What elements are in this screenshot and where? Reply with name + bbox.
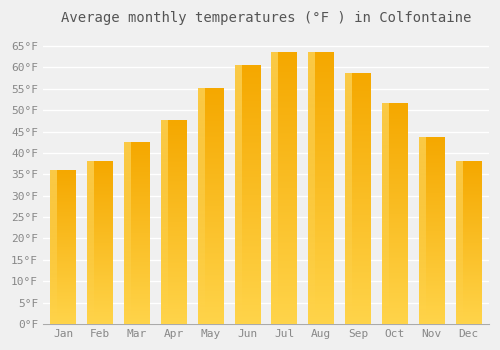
Title: Average monthly temperatures (°F ) in Colfontaine: Average monthly temperatures (°F ) in Co… (60, 11, 471, 25)
